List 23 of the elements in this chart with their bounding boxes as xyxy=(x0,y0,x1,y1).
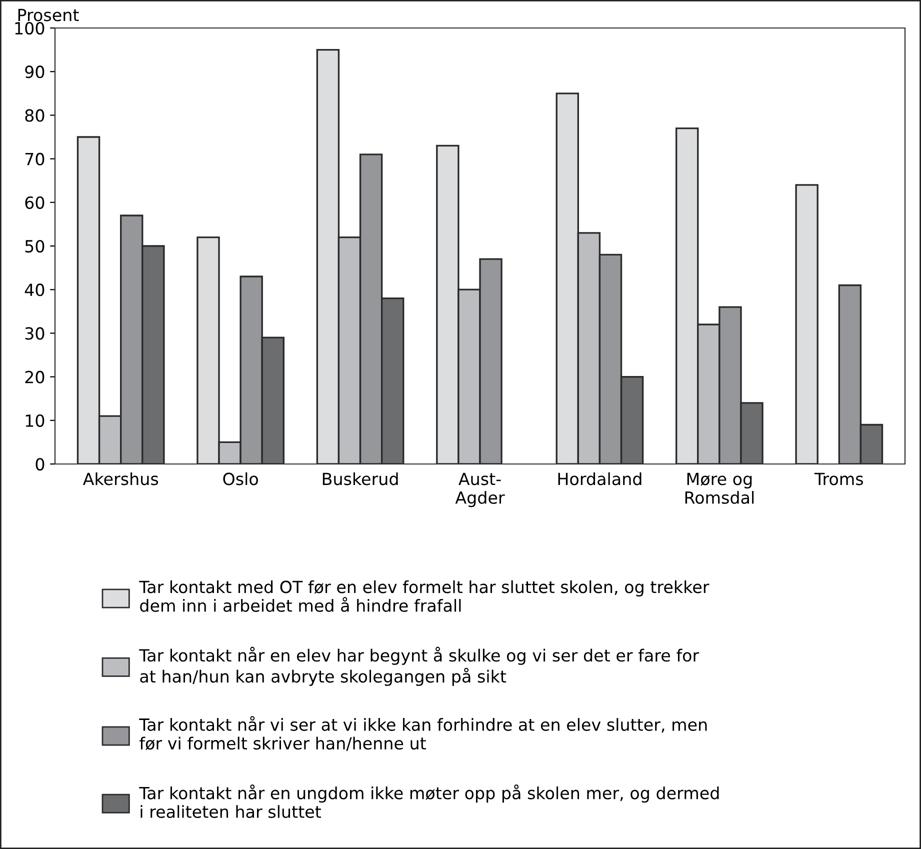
x-tick-label: Hordaland xyxy=(558,472,642,486)
x-tick-label: Buskerud xyxy=(322,472,398,486)
y-tick-label: 10 xyxy=(26,414,44,427)
y-tick-label: 30 xyxy=(25,327,44,340)
legend-label: Tar kontakt når en ungdom ikke møter opp på skolen mer, og dermed i realiteten har sluttet xyxy=(139,784,719,818)
x-tick-label: Møre og Romsdal xyxy=(685,472,754,504)
y-tick-label: 50 xyxy=(25,240,44,253)
y-tick-label: 100 xyxy=(15,22,44,35)
y-tick-label: 60 xyxy=(25,196,44,209)
legend-label: Tar kontakt når vi ser at vi ikke kan forhindre at en elev slutter, men før vi formelt skriver han/henne ut xyxy=(139,716,707,751)
legend-label: Tar kontakt når en elev har begynt å skulke og vi ser det er fare for at han/hun kan avbryte skolegangen på sikt xyxy=(139,646,700,686)
y-tick-label: 90 xyxy=(25,66,44,78)
x-tick-label: Aust- Agder xyxy=(455,472,505,508)
y-tick-label: 80 xyxy=(25,109,44,122)
y-tick-label: 40 xyxy=(24,284,44,296)
y-tick-label: 70 xyxy=(25,152,44,166)
x-tick-label: Akershus xyxy=(82,472,158,486)
legend-label: Tar kontakt med OT før en elev formelt har sluttet skolen, og trekker dem inn i arbeidet med å hindre frafall xyxy=(139,580,710,612)
x-tick-label: Oslo xyxy=(223,472,258,486)
y-tick-label: 0 xyxy=(36,458,44,471)
x-tick-label: Troms xyxy=(814,472,863,486)
y-axis-title: Prosent xyxy=(18,8,79,22)
y-tick-label: 20 xyxy=(25,370,44,384)
